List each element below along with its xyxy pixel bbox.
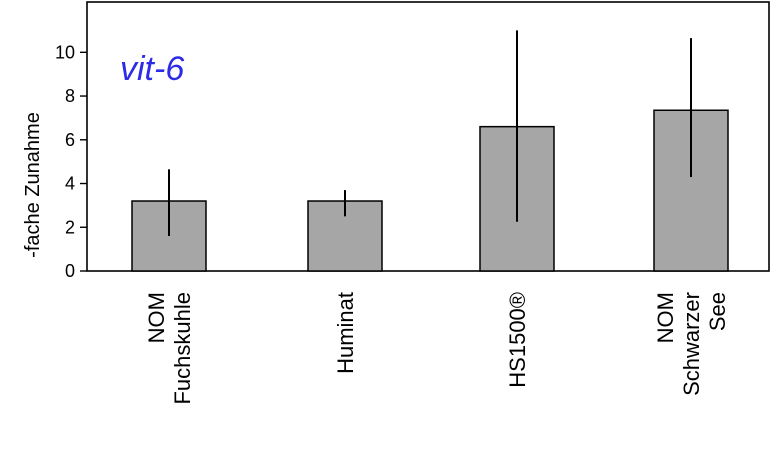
y-tick-label: 10 <box>55 42 75 62</box>
category-label: HS1500® <box>505 292 530 388</box>
y-tick-label: 2 <box>65 217 75 237</box>
category-label: Huminat <box>333 292 358 374</box>
category-labels: NOM Fuchskuhle Huminat HS1500® NOM Schwarzer S… <box>144 292 730 405</box>
error-bars <box>168 30 692 237</box>
category-label-line: HS1500® <box>505 292 530 388</box>
category-label-line: Fuchskuhle <box>170 292 195 405</box>
y-tick-label: 8 <box>65 86 75 106</box>
y-axis-label: -fache Zunahme <box>22 112 44 258</box>
category-label-line: See <box>705 292 730 331</box>
y-tick-label: 0 <box>65 261 75 281</box>
category-label-line: NOM <box>653 292 678 343</box>
category-label: NOM Schwarzer See <box>653 292 730 396</box>
y-axis: 0 2 4 6 8 10 <box>55 42 87 281</box>
category-label-line: NOM <box>144 292 169 343</box>
category-label-line: Huminat <box>333 292 358 374</box>
category-label: NOM Fuchskuhle <box>144 292 195 405</box>
bars <box>131 109 729 272</box>
category-label-line: Schwarzer <box>679 292 704 396</box>
chart-annotation: vit-6 <box>120 50 184 88</box>
plot-frame <box>86 1 770 272</box>
y-tick-label: 6 <box>65 130 75 150</box>
y-tick-label: 4 <box>65 174 75 194</box>
